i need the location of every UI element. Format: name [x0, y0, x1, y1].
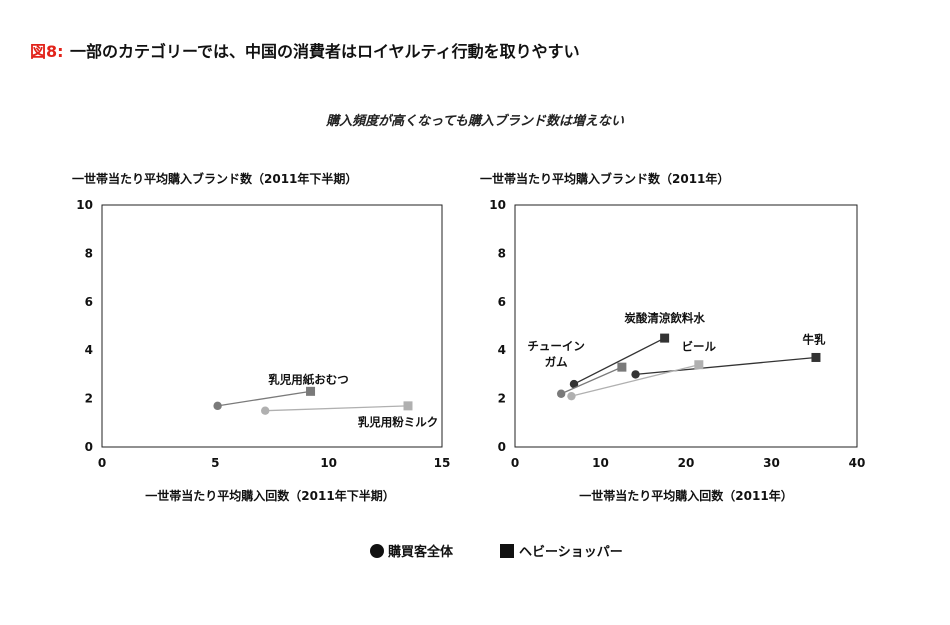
y-tick-label: 2 — [85, 392, 93, 406]
y-tick-label: 4 — [85, 343, 93, 357]
figure-title: 一部のカテゴリーでは、中国の消費者はロイヤルティ行動を取りやすい — [70, 42, 580, 61]
y-tick-label: 10 — [489, 198, 506, 212]
x-axis-label: 一世帯当たり平均購入回数（2011年下半期） — [145, 488, 394, 503]
series-label: 牛乳 — [802, 332, 825, 346]
y-axis-label: 一世帯当たり平均購入ブランド数（2011年下半期） — [72, 171, 357, 186]
legend-heavy-label: ヘビーショッパー — [519, 544, 623, 560]
y-tick-label: 4 — [498, 343, 506, 357]
series-label: 炭酸清涼飲料水 — [624, 311, 705, 325]
x-tick-label: 5 — [211, 456, 219, 470]
y-tick-label: 10 — [76, 198, 93, 212]
y-tick-label: 2 — [498, 392, 506, 406]
heavy-shoppers-point — [306, 386, 316, 396]
plot-frame — [514, 204, 858, 448]
x-tick-label: 20 — [678, 456, 695, 470]
series-line — [635, 356, 817, 376]
plot-frame — [101, 204, 443, 448]
y-axis-label: 一世帯当たり平均購入ブランド数（2011年） — [480, 171, 729, 186]
heavy-shoppers-point — [403, 401, 413, 411]
heavy-shoppers-point — [617, 362, 627, 372]
series-label: ビール — [682, 340, 717, 354]
series-label: 乳児用粉ミルク — [358, 415, 439, 429]
legend: 購買客全体 ヘビーショッパー — [370, 544, 623, 560]
series-line — [573, 337, 665, 385]
chart-left: 一世帯当たり平均購入ブランド数（2011年下半期） 一世帯当たり平均購入回数（20… — [72, 171, 450, 503]
legend-all-label: 購買客全体 — [387, 544, 454, 560]
y-tick-label: 0 — [85, 440, 93, 454]
series-label: チューインガム — [527, 339, 585, 369]
heavy-shoppers-point — [694, 360, 704, 370]
heavy-shoppers-point — [811, 352, 821, 362]
y-tick-label: 0 — [498, 440, 506, 454]
figure-subtitle: 購入頻度が高くなっても購入ブランド数は増えない — [325, 113, 625, 129]
x-tick-label: 40 — [849, 456, 866, 470]
all-shoppers-point — [631, 370, 640, 379]
all-shoppers-point — [569, 379, 579, 389]
all-shoppers-point — [213, 401, 222, 411]
series-label: 乳児用紙おむつ — [268, 372, 349, 386]
x-tick-label: 0 — [98, 456, 106, 470]
series-line — [217, 390, 311, 407]
figure-label: 図8: — [30, 42, 64, 61]
heavy-shoppers-point — [660, 333, 670, 343]
x-tick-label: 10 — [320, 456, 337, 470]
y-tick-label: 6 — [85, 295, 93, 309]
all-shoppers-point — [567, 391, 576, 401]
x-axis-label: 一世帯当たり平均購入回数（2011年） — [579, 488, 792, 503]
x-tick-label: 10 — [592, 456, 609, 470]
y-tick-label: 6 — [498, 295, 506, 309]
y-tick-label: 8 — [85, 246, 93, 260]
chart-right: 一世帯当たり平均購入ブランド数（2011年） 一世帯当たり平均購入回数（2011年… — [480, 171, 865, 503]
y-tick-label: 8 — [498, 246, 506, 260]
legend-all-marker — [370, 544, 384, 558]
series-line — [560, 366, 623, 395]
series-line — [265, 405, 409, 412]
series-line — [571, 364, 699, 397]
legend-heavy-marker — [500, 544, 514, 558]
x-tick-label: 30 — [763, 456, 780, 470]
all-shoppers-point — [556, 389, 566, 398]
x-tick-label: 15 — [434, 456, 451, 470]
all-shoppers-point — [261, 406, 270, 415]
x-tick-label: 0 — [511, 456, 519, 470]
